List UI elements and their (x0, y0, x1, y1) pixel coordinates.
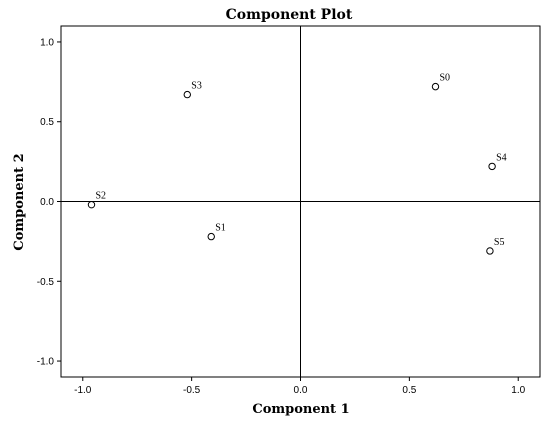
x-axis-title: Component 1 (252, 402, 349, 417)
y-tick-label: 0.0 (40, 197, 54, 208)
point-marker-s2 (87, 200, 96, 209)
x-tick-label: 1.0 (511, 385, 525, 396)
point-marker-s0 (431, 82, 440, 91)
reference-lines (61, 26, 540, 377)
point-label-s1: S1 (215, 223, 226, 234)
x-tick-label: 0.0 (294, 385, 308, 396)
point-label-s0: S0 (439, 73, 450, 84)
chart-title: Component Plot (226, 7, 353, 23)
y-tick-label: 0.5 (40, 117, 54, 128)
point-marker-s1 (207, 232, 215, 241)
y-tick-label: -0.5 (37, 277, 55, 288)
point-label-s5: S5 (494, 237, 505, 248)
x-tick-label: -1.0 (74, 385, 92, 396)
y-axis-title: Component 2 (12, 153, 27, 250)
y-tick-label: 1.0 (40, 37, 54, 48)
point-label-s2: S2 (95, 191, 106, 202)
point-label-s4: S4 (496, 152, 507, 163)
point-marker-s3 (183, 90, 191, 99)
point-label-s3: S3 (191, 81, 202, 92)
axis-ticks: -1.0 -0.5 0.0 0.5 1.0 -1.0 -0.5 0.0 0.5 1.0 (37, 37, 526, 396)
x-tick-label: 0.5 (402, 385, 416, 396)
y-tick-label: -1.0 (37, 357, 55, 368)
data-points: S0 S1 S2 S3 S4 S5 (87, 73, 507, 255)
x-tick-label: -0.5 (183, 385, 201, 396)
point-marker-s4 (488, 162, 496, 171)
point-marker-s5 (486, 247, 494, 255)
